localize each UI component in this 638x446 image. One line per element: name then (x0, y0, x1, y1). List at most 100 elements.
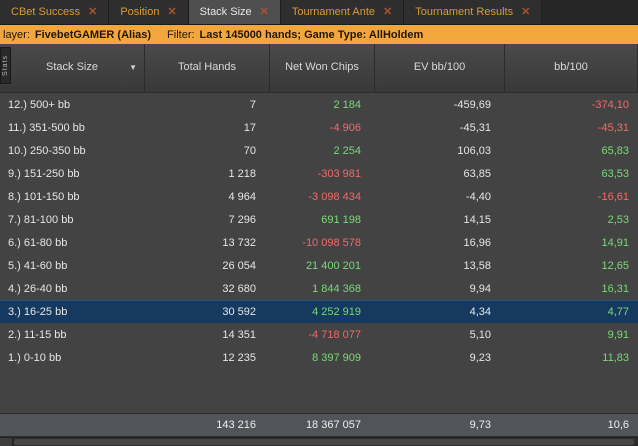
bb100-cell: 12,65 (601, 259, 629, 272)
bb100-cell: -16,61 (597, 190, 629, 203)
close-icon[interactable]: ✕ (88, 5, 98, 18)
tab-label: Tournament Results (415, 6, 514, 18)
bb100-cell: 16,31 (601, 282, 629, 295)
stack-size-cell: 12.) 500+ bb (8, 98, 71, 111)
player-label: layer: (3, 28, 30, 41)
sort-dropdown-icon[interactable]: ▼ (129, 63, 137, 72)
tab-label: CBet Success (11, 6, 81, 18)
tab-label: Tournament Ante (291, 6, 376, 18)
stack-size-cell: 9.) 151-250 bb (8, 167, 80, 180)
close-icon[interactable]: ✕ (259, 5, 269, 18)
ev-bb100-cell: 9,23 (469, 351, 491, 364)
column-header-stack-size[interactable]: Stack Size ▼ (0, 44, 145, 93)
ev-bb100-cell: 13,58 (463, 259, 491, 272)
tab-tournament-results[interactable]: Tournament Results ✕ (404, 0, 543, 24)
total-hands-cell: 70 (243, 144, 256, 157)
table-row[interactable]: 3.) 16-25 bb 30 592 4 252 919 4,34 4,77 (0, 300, 638, 323)
stack-size-cell: 11.) 351-500 bb (8, 121, 85, 134)
table-row[interactable]: 4.) 26-40 bb 32 680 1 844 368 9,94 16,31 (0, 277, 638, 300)
table-row[interactable]: 2.) 11-15 bb 14 351 -4 718 077 5,10 9,91 (0, 323, 638, 346)
total-hands-cell: 7 296 (228, 213, 256, 226)
tab-label: Position (120, 6, 160, 18)
table-row[interactable]: 8.) 101-150 bb 4 964 -3 098 434 -4,40 -1… (0, 185, 638, 208)
report-tab-bar: CBet Success ✕ Position ✕ Stack Size ✕ T… (0, 0, 638, 25)
ev-bb100-cell: 106,03 (457, 144, 491, 157)
table-row[interactable]: 5.) 41-60 bb 26 054 21 400 201 13,58 12,… (0, 254, 638, 277)
bb100-cell: 2,53 (607, 213, 629, 226)
total-hands-cell: 12 235 (222, 351, 256, 364)
ev-bb100-cell: 4,34 (469, 305, 491, 318)
net-won-chips-cell: -4 906 (329, 121, 361, 134)
column-header-net-won-chips[interactable]: Net Won Chips (270, 44, 375, 93)
scrollbar-corner (0, 438, 13, 446)
tab-tournament-ante[interactable]: Tournament Ante ✕ (280, 0, 405, 24)
table-row[interactable]: 10.) 250-350 bb 70 2 254 106,03 65,83 (0, 139, 638, 162)
net-won-chips-cell: -303 981 (317, 167, 361, 180)
net-won-chips-cell: 1 844 368 (312, 282, 361, 295)
column-header-bb100[interactable]: bb/100 (505, 44, 638, 93)
total-hands-cell: 7 (249, 98, 256, 111)
total-hands-cell: 32 680 (222, 282, 256, 295)
net-won-chips-cell: 2 254 (333, 144, 361, 157)
table-header-row: Stack Size ▼ Total Hands Net Won Chips E… (0, 44, 638, 93)
total-hands-cell: 4 964 (228, 190, 256, 203)
table-empty-area (0, 369, 638, 413)
filter-label: Filter: (167, 28, 195, 41)
collapsed-side-panel-tab[interactable]: Stats (0, 47, 11, 84)
net-won-chips-cell: 2 184 (333, 98, 361, 111)
total-hands-cell: 13 732 (222, 236, 256, 249)
filter-value: Last 145000 hands; Game Type: AllHoldem (199, 28, 424, 41)
horizontal-scrollbar[interactable] (0, 437, 638, 446)
bb100-cell: 14,91 (601, 236, 629, 249)
summary-net-won-chips: 18 367 057 (305, 419, 361, 431)
bb100-cell: -45,31 (597, 121, 629, 134)
ev-bb100-cell: 14,15 (463, 213, 491, 226)
player-name: FivebetGAMER (Alias) (34, 28, 152, 41)
total-hands-cell: 1 218 (228, 167, 256, 180)
tab-stack-size[interactable]: Stack Size ✕ (188, 0, 281, 24)
bb100-cell: 4,77 (607, 305, 629, 318)
ev-bb100-cell: -4,40 (465, 190, 491, 203)
column-header-total-hands[interactable]: Total Hands (145, 44, 270, 93)
stack-size-cell: 5.) 41-60 bb (8, 259, 68, 272)
net-won-chips-cell: -3 098 434 (308, 190, 361, 203)
stack-size-cell: 8.) 101-150 bb (8, 190, 80, 203)
close-icon[interactable]: ✕ (167, 5, 177, 18)
tab-position[interactable]: Position ✕ (109, 0, 189, 24)
column-header-ev-bb100[interactable]: EV bb/100 (375, 44, 505, 93)
net-won-chips-cell: -4 718 077 (308, 328, 361, 341)
bb100-cell: 63,53 (601, 167, 629, 180)
close-icon[interactable]: ✕ (383, 5, 393, 18)
ev-bb100-cell: -459,69 (453, 98, 491, 111)
stack-size-cell: 6.) 61-80 bb (8, 236, 68, 249)
tab-cbet-success[interactable]: CBet Success ✕ (0, 0, 110, 24)
table-row[interactable]: 7.) 81-100 bb 7 296 691 198 14,15 2,53 (0, 208, 638, 231)
scrollbar-thumb[interactable] (14, 439, 634, 445)
table-summary-row: 143 216 18 367 057 9,73 10,6 (0, 413, 638, 437)
ev-bb100-cell: 5,10 (469, 328, 491, 341)
table-row[interactable]: 1.) 0-10 bb 12 235 8 397 909 9,23 11,83 (0, 346, 638, 369)
total-hands-cell: 26 054 (222, 259, 256, 272)
net-won-chips-cell: 691 198 (321, 213, 361, 226)
total-hands-cell: 17 (243, 121, 256, 134)
bb100-cell: 11,83 (602, 351, 629, 364)
ev-bb100-cell: 16,96 (463, 236, 491, 249)
table-row[interactable]: 6.) 61-80 bb 13 732 -10 098 578 16,96 14… (0, 231, 638, 254)
table-body: 12.) 500+ bb 7 2 184 -459,69 -374,10 11.… (0, 93, 638, 369)
stack-size-report-table: Stack Size ▼ Total Hands Net Won Chips E… (0, 44, 638, 446)
stack-size-cell: 1.) 0-10 bb (8, 351, 62, 364)
stack-size-cell: 2.) 11-15 bb (8, 328, 67, 341)
table-row[interactable]: 11.) 351-500 bb 17 -4 906 -45,31 -45,31 (0, 116, 638, 139)
table-row[interactable]: 12.) 500+ bb 7 2 184 -459,69 -374,10 (0, 93, 638, 116)
table-row[interactable]: 9.) 151-250 bb 1 218 -303 981 63,85 63,5… (0, 162, 638, 185)
stack-size-cell: 3.) 16-25 bb (8, 305, 68, 318)
bb100-cell: -374,10 (591, 98, 629, 111)
side-tab-label: Stats (2, 55, 9, 76)
ev-bb100-cell: 9,94 (469, 282, 491, 295)
net-won-chips-cell: 8 397 909 (312, 351, 361, 364)
close-icon[interactable]: ✕ (521, 5, 531, 18)
summary-bb100: 10,6 (607, 419, 629, 431)
total-hands-cell: 14 351 (222, 328, 256, 341)
net-won-chips-cell: 21 400 201 (305, 259, 361, 272)
